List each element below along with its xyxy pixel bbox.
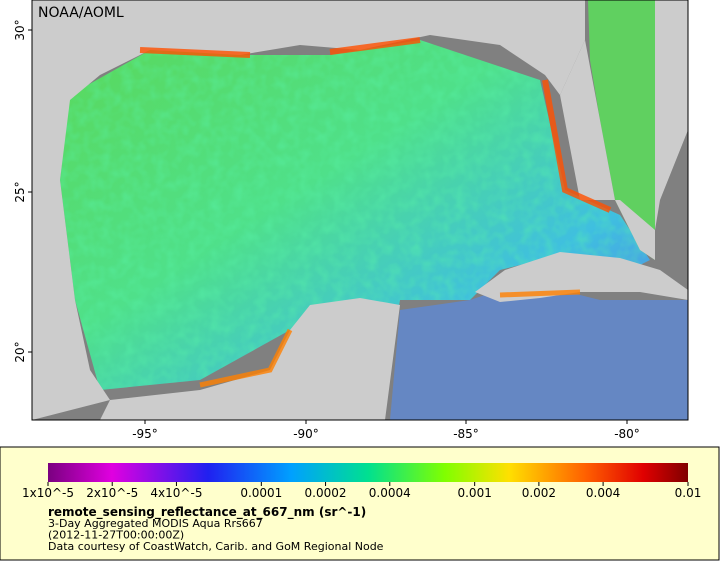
lon-label: -85° [453, 427, 479, 441]
coastal-band [139, 37, 612, 213]
land-yucatan [100, 298, 400, 420]
colorbar-tick-label: 1x10^-5 [22, 486, 74, 500]
land-florida [560, 0, 688, 260]
caribbean-data [390, 290, 688, 420]
legend-variable: remote_sensing_reflectance_at_667_nm (sr… [48, 505, 366, 520]
colorbar-tick-label: 0.001 [457, 486, 491, 500]
watermark: NOAA/AOML [38, 5, 124, 21]
land-north [32, 0, 585, 420]
map-frame [31, 0, 689, 421]
lon-label: -95° [132, 427, 158, 441]
colorbar-tick-label: 0.01 [675, 486, 702, 500]
lat-label: 30° [13, 19, 27, 40]
data-texture [60, 40, 650, 420]
coastal-band [199, 289, 581, 388]
colorbar-tick-label: 0.0002 [305, 486, 347, 500]
legend-line: 3-Day Aggregated MODIS Aqua Rrs667 [48, 517, 263, 530]
lat-label: 20° [13, 341, 27, 362]
lon-label: -90° [293, 427, 319, 441]
colorbar-tick-label: 0.0004 [369, 486, 411, 500]
lat-label: 25° [13, 181, 27, 202]
lon-label: -80° [614, 427, 640, 441]
colorbar-tick-label: 4x10^-5 [150, 486, 202, 500]
map [32, 0, 688, 420]
colorbar-tick-label: 0.002 [522, 486, 556, 500]
legend-line: Data courtesy of CoastWatch, Carib. and … [48, 540, 384, 553]
colorbar-tick-label: 0.004 [586, 486, 620, 500]
atlantic-data [588, 0, 655, 260]
colorbar-tick-label: 0.0001 [240, 486, 282, 500]
land-cuba [475, 252, 688, 302]
colorbar [48, 463, 688, 482]
colorbar-tick-label: 2x10^-5 [86, 486, 138, 500]
legend-line: (2012-11-27T00:00:00Z) [48, 529, 184, 542]
